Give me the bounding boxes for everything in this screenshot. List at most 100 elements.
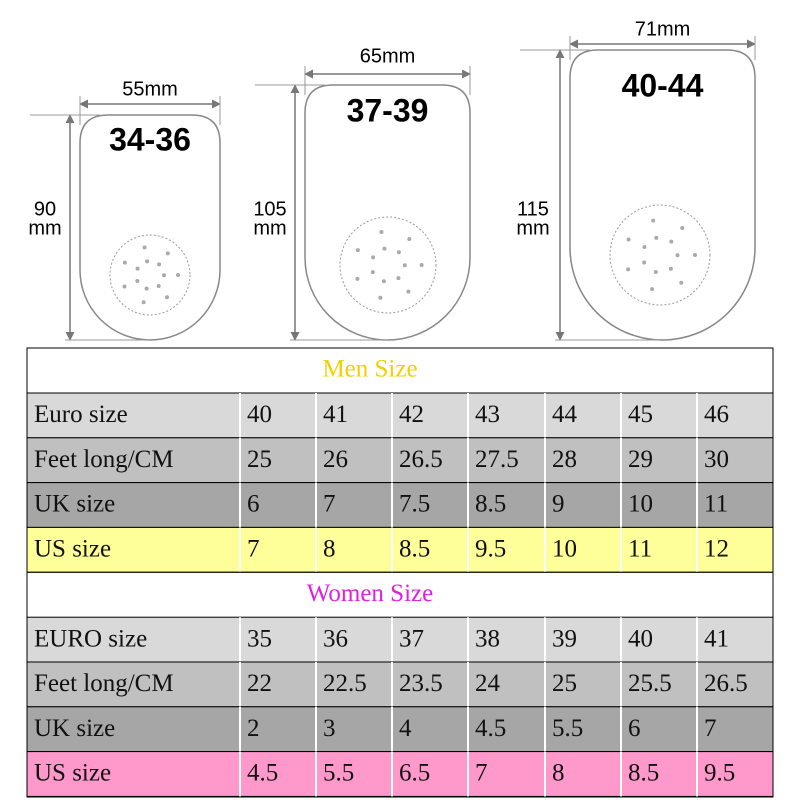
row-label: Feet long/CM	[34, 446, 174, 473]
cell: 28	[552, 446, 577, 473]
cell: 26.5	[399, 446, 443, 473]
vent-dot	[144, 286, 149, 291]
cell: 9.5	[475, 536, 506, 563]
vent-dot	[653, 269, 658, 274]
height-value: 115	[517, 198, 549, 220]
vent-dot	[396, 276, 401, 281]
cell: 8	[552, 760, 565, 787]
height-unit: mm	[516, 217, 549, 239]
row-label: US size	[34, 760, 111, 787]
vent-dot	[642, 260, 647, 265]
vent-dot	[176, 273, 180, 277]
vent-dot	[382, 246, 387, 251]
height-unit: mm	[253, 217, 286, 239]
cell: 6	[247, 491, 260, 518]
vent-dot	[122, 284, 127, 289]
cell: 25	[552, 670, 577, 697]
insole-outline	[304, 84, 471, 341]
row-bg	[26, 616, 774, 663]
cell: 4.5	[247, 760, 278, 787]
cell: 22.5	[323, 670, 367, 697]
cell: 41	[323, 401, 348, 428]
cell: 4.5	[475, 715, 506, 742]
row-label: US size	[34, 536, 111, 563]
insole-outline	[79, 114, 221, 341]
cell: 45	[628, 401, 653, 428]
cell: 6.5	[399, 760, 430, 787]
cell: 30	[704, 446, 729, 473]
vent-dot	[406, 289, 411, 294]
row-label: Feet long/CM	[34, 670, 174, 697]
row-bg	[26, 392, 774, 439]
cell: 7	[475, 760, 488, 787]
vent-dot	[407, 237, 412, 242]
vent-dot	[145, 259, 150, 264]
size-label: 40-44	[622, 67, 704, 103]
cell: 35	[247, 625, 272, 652]
row-label: UK size	[34, 715, 115, 742]
vent-dot	[379, 230, 384, 235]
table-title: Men Size	[322, 356, 417, 383]
vent-dot	[668, 266, 673, 271]
cell: 37	[399, 625, 424, 652]
vent-dot	[651, 218, 656, 223]
row-bg	[26, 751, 774, 797]
vent-dot	[157, 262, 162, 267]
vent-dot	[642, 244, 647, 249]
width-label: 65mm	[360, 45, 416, 67]
cell: 8.5	[475, 491, 506, 518]
height-value: 105	[253, 198, 286, 220]
cell: 38	[475, 625, 500, 652]
row-bg	[26, 437, 774, 484]
vent-dot	[355, 276, 360, 281]
cell: 11	[704, 491, 728, 518]
vent-dot	[165, 251, 170, 256]
cell: 9.5	[704, 760, 735, 787]
vent-dot	[161, 273, 166, 278]
cell: 39	[552, 625, 577, 652]
cell: 4	[399, 715, 412, 742]
height-value: 90	[34, 198, 56, 220]
cell: 46	[704, 401, 729, 428]
cell: 12	[704, 536, 729, 563]
cell: 7	[323, 491, 336, 518]
vent-dot	[355, 248, 360, 253]
vent-dot	[626, 267, 631, 272]
width-label: 71mm	[635, 18, 691, 40]
vent-circle	[609, 204, 711, 306]
vent-dot	[654, 235, 659, 240]
vent-dot	[650, 287, 655, 292]
vent-dot	[669, 239, 674, 244]
cell: 2	[247, 715, 260, 742]
cell: 36	[323, 625, 348, 652]
cell: 40	[628, 625, 653, 652]
vent-dot	[371, 255, 376, 260]
vent-dot	[693, 253, 697, 257]
cell: 24	[475, 670, 501, 697]
vent-dot	[675, 253, 680, 258]
width-label: 55mm	[122, 78, 178, 100]
cell: 8	[323, 536, 336, 563]
vent-dot	[142, 245, 147, 250]
cell: 9	[552, 491, 565, 518]
cell: 3	[323, 715, 336, 742]
cell: 8.5	[399, 536, 430, 563]
cell: 7	[247, 536, 260, 563]
row-label: EURO size	[34, 625, 147, 652]
vent-dot	[135, 278, 140, 283]
cell: 44	[552, 401, 578, 428]
row-label: Euro size	[34, 401, 128, 428]
cell: 42	[399, 401, 424, 428]
vent-dot	[402, 263, 407, 268]
vent-dot	[135, 266, 140, 271]
row-label: UK size	[34, 491, 115, 518]
cell: 41	[704, 625, 729, 652]
vent-dot	[381, 279, 386, 284]
size-label: 34-36	[109, 121, 191, 157]
cell: 11	[628, 536, 652, 563]
cell: 25	[247, 446, 272, 473]
row-bg	[26, 661, 774, 708]
cell: 23.5	[399, 670, 443, 697]
cell: 43	[475, 401, 500, 428]
cell: 29	[628, 446, 653, 473]
